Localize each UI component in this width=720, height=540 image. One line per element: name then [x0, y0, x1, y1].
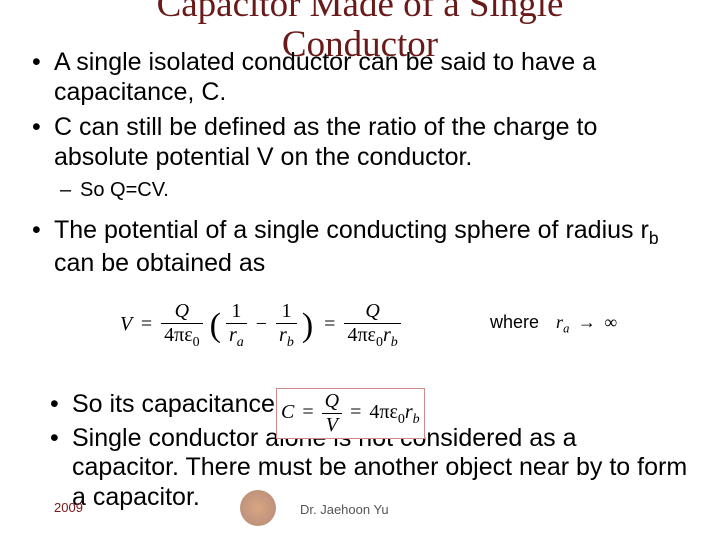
- cap-rhs-c: r: [405, 401, 413, 423]
- eq-frac1-den-a: 4πε: [164, 324, 193, 346]
- equation-potential: V = Q 4πε0 ( 1 ra − 1 rb ) = Q 4πε0rb: [120, 300, 401, 351]
- eq-frac2-num: Q: [365, 300, 379, 322]
- eq-frac1-den-b: 0: [193, 335, 200, 350]
- eq-eq1: =: [137, 313, 156, 335]
- eq-frac2-den-d: b: [391, 335, 398, 350]
- eq-inner-num1: 1: [226, 300, 247, 324]
- cap-den: V: [322, 414, 342, 437]
- bullet-4-text: So its capacitance: [72, 390, 275, 418]
- where-label: where: [490, 312, 539, 332]
- footer-seal: [240, 490, 276, 526]
- footer-author: Dr. Jaehoon Yu: [300, 502, 389, 517]
- where-arrow: →: [574, 312, 600, 332]
- eq-frac1-num: Q: [175, 300, 189, 322]
- bullet-3: The potential of a single conducting sph…: [30, 216, 690, 278]
- bullet-1: A single isolated conductor can be said …: [30, 48, 690, 107]
- equation-where: where ra → ∞: [490, 312, 617, 337]
- equation-capacitance: C = Q V = 4πε0rb: [276, 388, 425, 439]
- eq-paren-close: ): [302, 307, 315, 344]
- cap-rhs-b: 0: [398, 412, 405, 427]
- cap-eq1: =: [299, 401, 316, 423]
- equation-capacitance-box: C = Q V = 4πε0rb: [276, 388, 425, 439]
- cap-frac: Q V: [322, 390, 342, 437]
- eq-frac2-den-b: 0: [376, 335, 383, 350]
- eq-frac1: Q 4πε0: [161, 300, 203, 351]
- bullet-3-sub: b: [649, 228, 659, 248]
- bullet-3-text-post: can be obtained as: [54, 249, 265, 277]
- body: A single isolated conductor can be said …: [30, 48, 690, 284]
- cap-num: Q: [322, 390, 342, 414]
- footer-year: 2009: [54, 500, 83, 515]
- eq-frac2-den-a: 4πε: [347, 324, 376, 346]
- eq-frac2: Q 4πε0rb: [344, 300, 400, 351]
- cap-rhs-a: 4πε: [369, 401, 398, 423]
- eq-minus: −: [252, 313, 271, 335]
- where-inf: ∞: [604, 312, 617, 332]
- eq-eq2: =: [320, 313, 339, 335]
- title-line-1: Capacitor Made of a Single: [0, 0, 720, 23]
- cap-C: C: [281, 401, 294, 423]
- bullet-2: C can still be defined as the ratio of t…: [30, 113, 690, 172]
- eq-paren-open: (: [208, 307, 221, 344]
- eq-V: V: [120, 313, 132, 335]
- bullet-3-text-pre: The potential of a single conducting sph…: [54, 216, 649, 244]
- slide: Capacitor Made of a Single Conductor A s…: [0, 0, 720, 540]
- cap-rhs-d: b: [413, 412, 420, 427]
- eq-inner-frac1: 1 ra: [226, 300, 247, 351]
- bullet-2-sub: So Q=CV.: [30, 178, 690, 202]
- eq-inner-frac2: 1 rb: [276, 300, 297, 351]
- eq-inner-den1-a: r: [229, 324, 237, 346]
- where-ra-sub: a: [563, 322, 569, 336]
- eq-frac2-den-c: r: [383, 324, 391, 346]
- eq-inner-den1-b: a: [237, 335, 244, 350]
- where-ra: r: [556, 312, 563, 332]
- eq-inner-den2-b: b: [287, 335, 294, 350]
- eq-inner-num2: 1: [276, 300, 297, 324]
- eq-inner-den2-a: r: [279, 324, 287, 346]
- cap-eq2: =: [347, 401, 364, 423]
